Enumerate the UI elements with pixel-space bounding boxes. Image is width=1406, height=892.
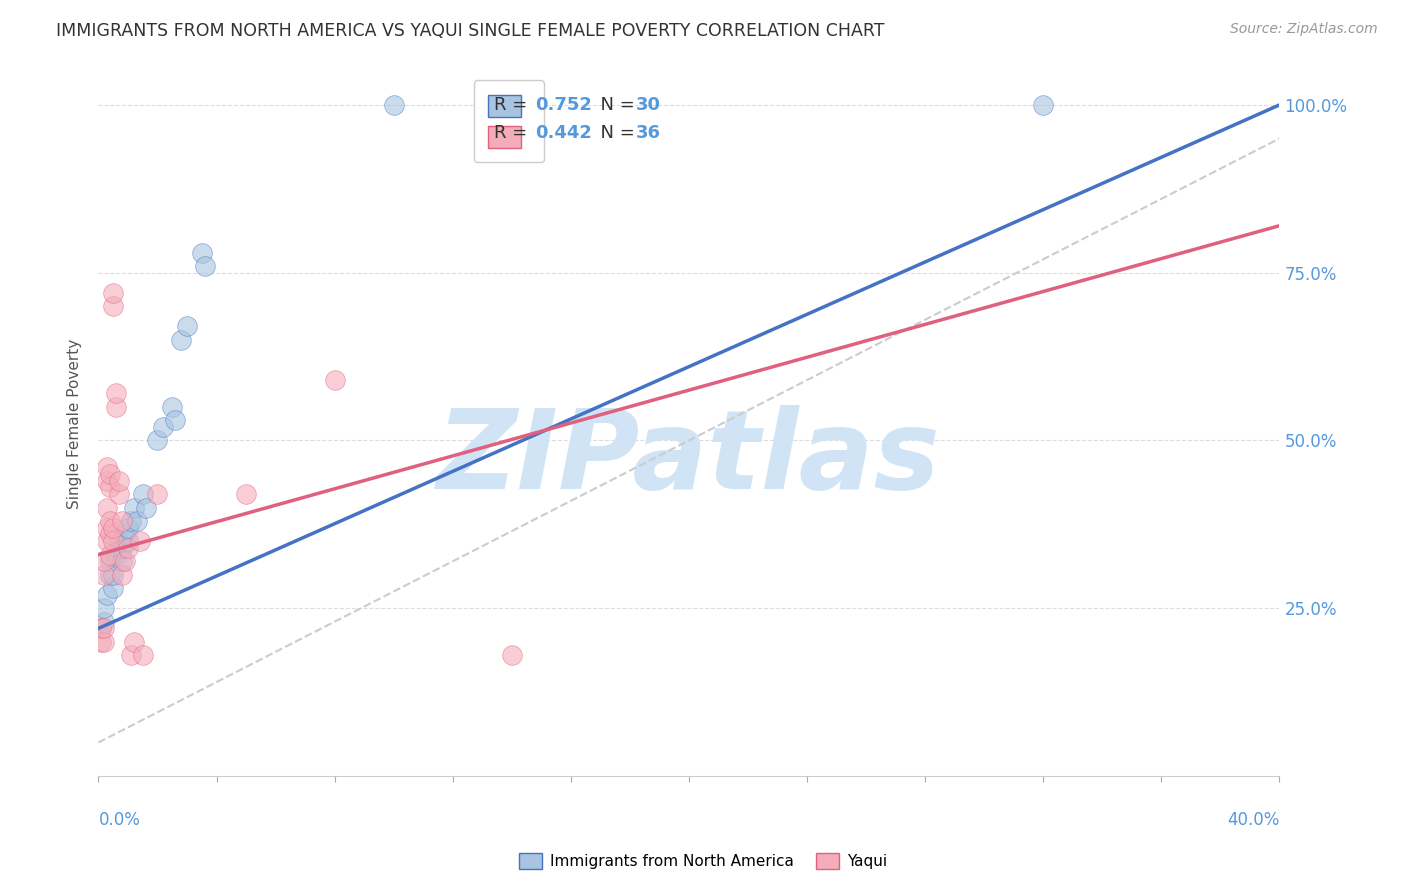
Point xyxy=(96,500,118,515)
Point xyxy=(98,514,121,528)
Point xyxy=(93,615,115,629)
Point xyxy=(103,534,125,549)
Point xyxy=(132,487,155,501)
Point xyxy=(98,567,121,582)
Point xyxy=(93,554,115,568)
Point xyxy=(170,333,193,347)
Y-axis label: Single Female Poverty: Single Female Poverty xyxy=(67,339,83,508)
Point xyxy=(111,514,134,528)
Point xyxy=(103,299,125,313)
Point xyxy=(105,548,128,562)
Point xyxy=(90,635,112,649)
Point xyxy=(93,601,115,615)
Text: N =: N = xyxy=(589,124,640,142)
Point xyxy=(117,541,139,555)
Point xyxy=(90,621,112,635)
Point xyxy=(96,521,118,535)
Point xyxy=(117,534,139,549)
Point xyxy=(128,534,150,549)
Point xyxy=(90,621,112,635)
Point xyxy=(96,588,118,602)
Text: R =: R = xyxy=(494,124,533,142)
Point xyxy=(122,635,145,649)
Point xyxy=(1032,98,1054,112)
Legend: Immigrants from North America, Yaqui: Immigrants from North America, Yaqui xyxy=(513,847,893,875)
Text: IMMIGRANTS FROM NORTH AMERICA VS YAQUI SINGLE FEMALE POVERTY CORRELATION CHART: IMMIGRANTS FROM NORTH AMERICA VS YAQUI S… xyxy=(56,22,884,40)
Legend: , : , xyxy=(474,80,544,162)
Point xyxy=(125,514,148,528)
Point xyxy=(132,648,155,663)
Point xyxy=(98,548,121,562)
Point xyxy=(152,420,174,434)
Text: 30: 30 xyxy=(636,96,661,114)
Point xyxy=(235,487,257,501)
Text: 0.442: 0.442 xyxy=(536,124,592,142)
Point xyxy=(98,527,121,541)
Point xyxy=(93,567,115,582)
Point xyxy=(108,487,131,501)
Text: 0.0%: 0.0% xyxy=(98,812,141,830)
Point xyxy=(122,500,145,515)
Point xyxy=(108,534,131,549)
Point xyxy=(135,500,157,515)
Point xyxy=(120,514,142,528)
Text: 36: 36 xyxy=(636,124,661,142)
Point xyxy=(165,413,187,427)
Point xyxy=(105,386,128,401)
Point xyxy=(105,400,128,414)
Text: 0.752: 0.752 xyxy=(536,96,592,114)
Point xyxy=(323,373,346,387)
Point xyxy=(114,527,136,541)
Point xyxy=(103,285,125,300)
Point xyxy=(117,521,139,535)
Point xyxy=(501,648,523,663)
Point xyxy=(162,400,183,414)
Point xyxy=(96,474,118,488)
Point xyxy=(98,480,121,494)
Text: R =: R = xyxy=(494,96,533,114)
Point xyxy=(108,474,131,488)
Point xyxy=(146,434,169,448)
Point xyxy=(114,554,136,568)
Text: Source: ZipAtlas.com: Source: ZipAtlas.com xyxy=(1230,22,1378,37)
Point xyxy=(382,98,405,112)
Point xyxy=(176,319,198,334)
Point xyxy=(120,648,142,663)
Point xyxy=(146,487,169,501)
Point xyxy=(98,554,121,568)
Point xyxy=(191,245,214,260)
Point xyxy=(111,567,134,582)
Point xyxy=(98,467,121,481)
Point xyxy=(93,621,115,635)
Point xyxy=(111,541,134,555)
Point xyxy=(96,460,118,475)
Text: ZIPatlas: ZIPatlas xyxy=(437,406,941,512)
Point xyxy=(103,567,125,582)
Point xyxy=(111,554,134,568)
Point xyxy=(103,521,125,535)
Text: 40.0%: 40.0% xyxy=(1227,812,1279,830)
Point xyxy=(96,534,118,549)
Point xyxy=(103,581,125,595)
Text: N =: N = xyxy=(589,96,640,114)
Point xyxy=(93,635,115,649)
Point xyxy=(194,259,217,273)
